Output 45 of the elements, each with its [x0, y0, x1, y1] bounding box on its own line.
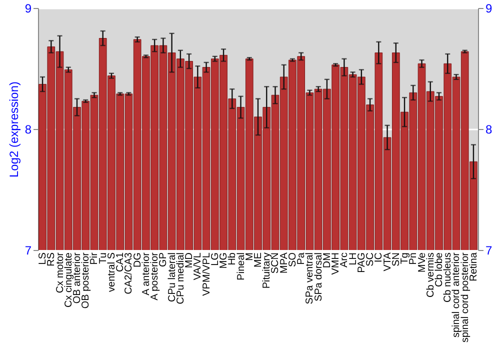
y-tick-label: 8: [24, 122, 32, 136]
x-tick-label: Pituitary: [262, 252, 273, 289]
y-tick-label: 7: [24, 244, 32, 258]
y2-tick-label: 7: [486, 244, 492, 258]
x-tick-label: LH: [348, 252, 359, 266]
x-tick-label: Cb lobe: [434, 252, 445, 287]
x-tick-label: spinal cord posterior: [460, 252, 471, 343]
x-tick-label: VTA: [382, 252, 394, 272]
x-tick-label: Arc: [339, 252, 350, 268]
x-tick-label: SN: [390, 252, 402, 266]
x-tick-label: Pineal: [236, 252, 247, 280]
x-tick-label: A posterior: [150, 252, 161, 300]
x-tick-label: OB anterior: [72, 252, 83, 304]
y2-tick-label: 8: [486, 122, 492, 136]
x-tick-label: OB posterior: [80, 252, 92, 309]
x-tick-label: Tu: [98, 252, 109, 264]
x-tick-label: A anterior: [140, 252, 152, 296]
x-tick-label: Hb: [227, 252, 238, 266]
x-tick-label: MPA: [278, 252, 290, 274]
x-tick-label: CPu medial: [175, 252, 186, 304]
x-tick-label: CA2/CA3: [124, 252, 135, 294]
x-tick-label: IC: [374, 252, 385, 262]
x-tick-label: PAG: [356, 252, 368, 273]
x-tick-label: Pn: [408, 252, 420, 265]
x-tick-label: DM: [322, 252, 333, 268]
x-tick-label: SPa dorsal: [313, 252, 324, 302]
y-tick-label: 9: [24, 2, 32, 16]
x-tick-label: SO: [287, 252, 298, 267]
x-tick-label: Retina: [468, 252, 480, 282]
x-tick-label: VPM/VPL: [201, 252, 212, 296]
x-tick-label: SCN: [270, 252, 282, 274]
x-tick-label: DG: [132, 252, 144, 268]
x-tick-label: spinal cord anterior: [451, 252, 462, 338]
y-axis-title: Log2 (expression): [6, 81, 21, 178]
y2-tick-label: 9: [486, 2, 492, 16]
x-tick-label: Tg: [400, 252, 411, 264]
x-tick-label: M: [244, 252, 256, 261]
x-tick-label: Pir: [89, 252, 100, 265]
x-tick-label: GP: [158, 252, 170, 267]
x-tick-label: MVe: [416, 252, 428, 273]
x-tick-label: ventral S: [106, 252, 118, 292]
x-tick-label: ME: [253, 252, 264, 268]
x-tick-label: Cx cingulate: [63, 252, 74, 308]
x-tick-label: LG: [210, 252, 221, 266]
x-tick-label: RS: [46, 252, 58, 266]
